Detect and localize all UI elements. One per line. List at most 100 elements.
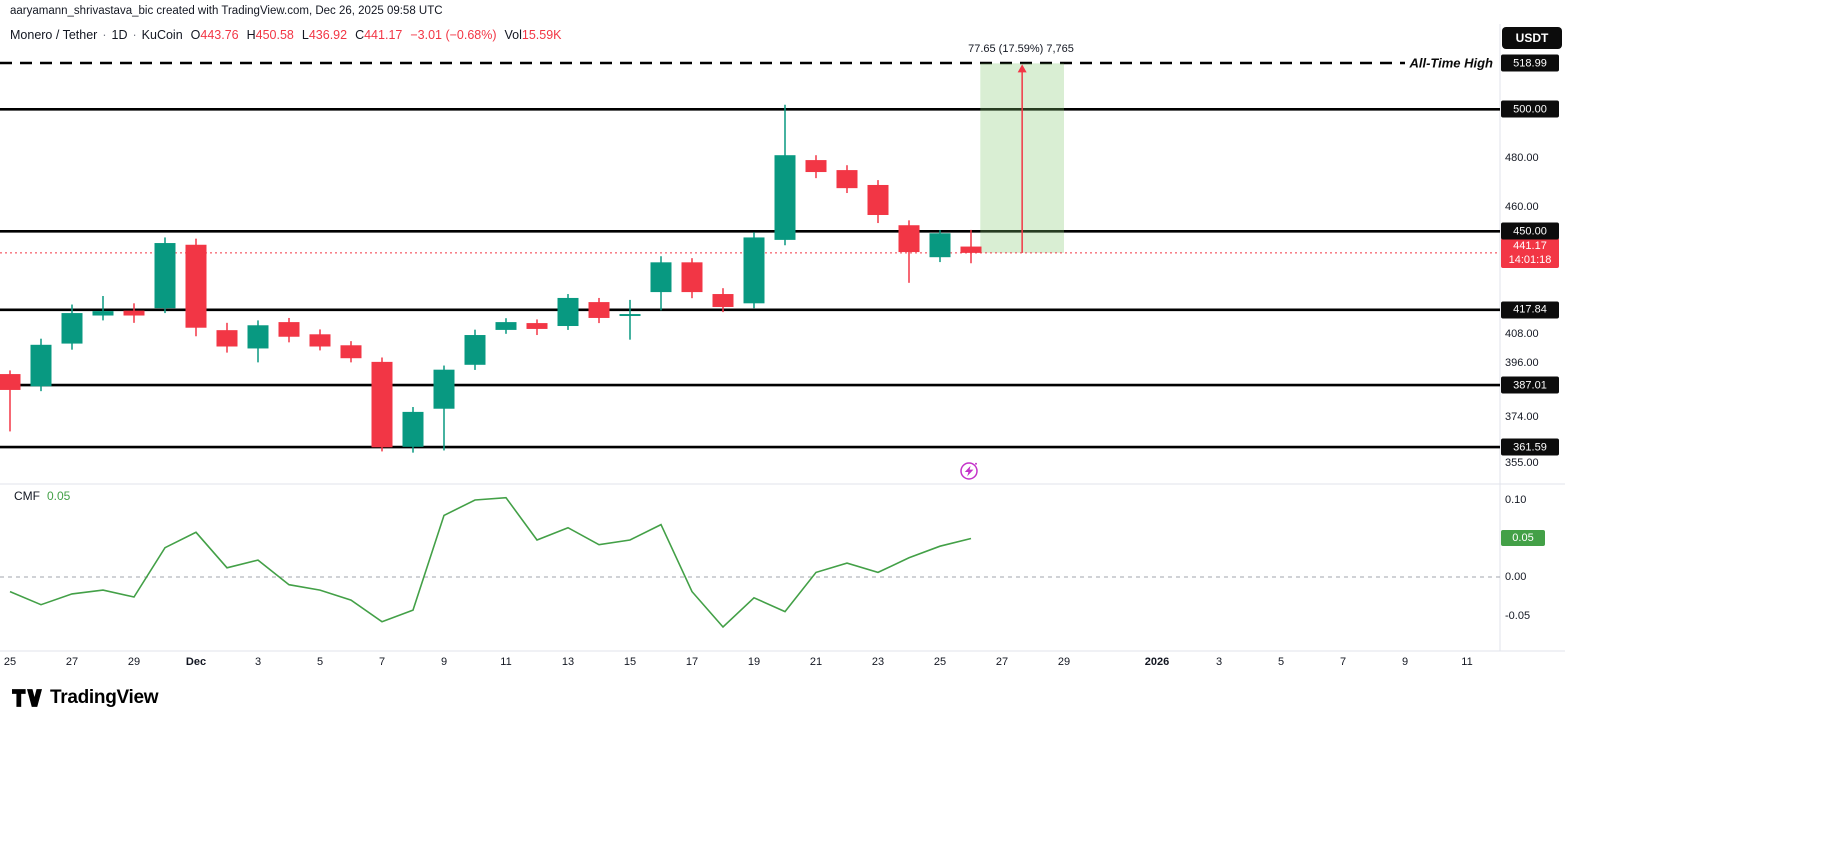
candle-body bbox=[681, 262, 703, 293]
bar-countdown: 14:01:18 bbox=[1508, 254, 1552, 266]
candle-body bbox=[340, 345, 362, 359]
time-axis-label: 23 bbox=[871, 656, 885, 668]
time-axis-label: 27 bbox=[65, 656, 79, 668]
time-axis-label: 15 bbox=[623, 656, 637, 668]
close-label: C bbox=[355, 28, 365, 42]
all-time-high-annotation[interactable]: All-Time High bbox=[1405, 55, 1497, 71]
cmf-name: CMF bbox=[14, 489, 40, 503]
cmf-tick-label: -0.05 bbox=[1505, 609, 1531, 622]
candle-body bbox=[588, 302, 610, 318]
candle-body bbox=[309, 334, 331, 347]
candle-body bbox=[123, 310, 145, 316]
price-tick-label: 355.00 bbox=[1505, 457, 1539, 470]
cmf-tick-label: 0.00 bbox=[1505, 571, 1527, 583]
time-axis-label: 13 bbox=[561, 656, 575, 668]
candle-body bbox=[185, 244, 207, 328]
time-axis-label: 29 bbox=[127, 656, 141, 668]
time-axis-label: 5 bbox=[1277, 656, 1285, 668]
time-axis-label: 11 bbox=[1461, 656, 1473, 668]
price-tick-label: 374.00 bbox=[1505, 410, 1539, 423]
price-tick-label: 480.00 bbox=[1505, 152, 1539, 165]
time-axis-label: 3 bbox=[254, 656, 262, 668]
open-value: 443.76 bbox=[200, 28, 239, 42]
last-price-badge: 441.17 14:01:18 bbox=[1501, 238, 1559, 268]
candle-body bbox=[867, 184, 889, 215]
time-axis-label: 25 bbox=[3, 656, 17, 668]
time-axis-label: 11 bbox=[500, 656, 512, 668]
candle-body bbox=[805, 160, 827, 173]
cmf-indicator-pane[interactable] bbox=[0, 484, 1500, 651]
candle-body bbox=[61, 313, 83, 344]
candle-body bbox=[712, 294, 734, 307]
candle-body bbox=[216, 330, 238, 347]
candle-body bbox=[526, 323, 548, 329]
magic-lightning-icon[interactable] bbox=[959, 461, 979, 481]
time-axis-label: 27 bbox=[995, 656, 1009, 668]
candle-body bbox=[30, 344, 52, 387]
time-axis-label: 25 bbox=[933, 656, 947, 668]
price-level-badge: 500.00 bbox=[1501, 100, 1559, 118]
time-axis[interactable] bbox=[0, 651, 1565, 678]
candle-body bbox=[433, 369, 455, 409]
tradingview-logo[interactable]: TradingView bbox=[12, 687, 159, 709]
exchange-label[interactable]: KuCoin bbox=[141, 28, 183, 42]
candle-body bbox=[898, 225, 920, 253]
time-axis-label: 3 bbox=[1215, 656, 1223, 668]
time-axis-label: 5 bbox=[316, 656, 324, 668]
projection-arrow-head bbox=[1017, 64, 1027, 73]
currency-usdt-button[interactable]: USDT bbox=[1502, 27, 1562, 49]
high-label: H bbox=[246, 28, 256, 42]
time-axis-label: 9 bbox=[440, 656, 448, 668]
change-value: −3.01 (−0.68%) bbox=[410, 28, 497, 42]
main-price-pane[interactable] bbox=[0, 50, 1500, 484]
price-tick-label: 408.00 bbox=[1505, 327, 1539, 340]
candle-body bbox=[154, 243, 176, 309]
low-label: L bbox=[301, 28, 309, 42]
candle-body bbox=[960, 246, 982, 253]
symbol-legend: Monero / Tether · 1D · KuCoin O443.76 H450.58 L… bbox=[10, 28, 562, 42]
cmf-value-badge: 0.05 bbox=[1501, 530, 1545, 546]
time-axis-label: 2026 bbox=[1144, 656, 1170, 668]
price-level-badge: 387.01 bbox=[1501, 376, 1559, 394]
high-value: 450.58 bbox=[255, 28, 294, 42]
cmf-line bbox=[9, 496, 972, 629]
candle-body bbox=[0, 374, 21, 390]
cmf-current-value: 0.05 bbox=[47, 489, 71, 503]
candle-body bbox=[557, 297, 579, 327]
candle-body bbox=[495, 322, 517, 330]
attribution-text: aaryamann_shrivastava_bic created with T… bbox=[10, 5, 443, 17]
low-value: 436.92 bbox=[308, 28, 348, 42]
legend-separator: · bbox=[132, 28, 137, 42]
time-axis-label: 17 bbox=[685, 656, 699, 668]
symbol-title[interactable]: Monero / Tether bbox=[10, 28, 98, 42]
candle-body bbox=[464, 335, 486, 365]
candle-body bbox=[92, 311, 114, 316]
close-value: 441.17 bbox=[364, 28, 403, 42]
projection-measurement-label: 77.65 (17.59%) 7,765 bbox=[968, 43, 1074, 55]
volume-label: Vol bbox=[504, 28, 522, 42]
price-tick-label: 396.00 bbox=[1505, 357, 1539, 370]
tradingview-logo-text: TradingView bbox=[50, 687, 159, 708]
price-tick-label: 460.00 bbox=[1505, 200, 1539, 213]
cmf-legend[interactable]: CMF 0.05 bbox=[14, 489, 70, 503]
time-axis-label: 29 bbox=[1057, 656, 1071, 668]
time-axis-label: 7 bbox=[378, 656, 386, 668]
candle-body bbox=[402, 411, 424, 447]
time-axis-label: 21 bbox=[809, 656, 823, 668]
candle-body bbox=[929, 233, 951, 258]
tradingview-logo-icon bbox=[12, 689, 42, 707]
cmf-tick-label: 0.10 bbox=[1505, 494, 1527, 506]
time-axis-label: Dec bbox=[185, 656, 207, 668]
price-level-badge: 450.00 bbox=[1501, 222, 1559, 240]
candle-body bbox=[371, 361, 393, 448]
volume-value: 15.59K bbox=[521, 28, 562, 42]
candle-body bbox=[278, 322, 300, 337]
candle-body bbox=[774, 155, 796, 240]
time-axis-label: 7 bbox=[1339, 656, 1347, 668]
interval-label[interactable]: 1D bbox=[111, 28, 128, 42]
price-level-badge: 518.99 bbox=[1501, 54, 1559, 72]
legend-separator: · bbox=[102, 28, 107, 42]
price-level-badge: 361.59 bbox=[1501, 438, 1559, 456]
